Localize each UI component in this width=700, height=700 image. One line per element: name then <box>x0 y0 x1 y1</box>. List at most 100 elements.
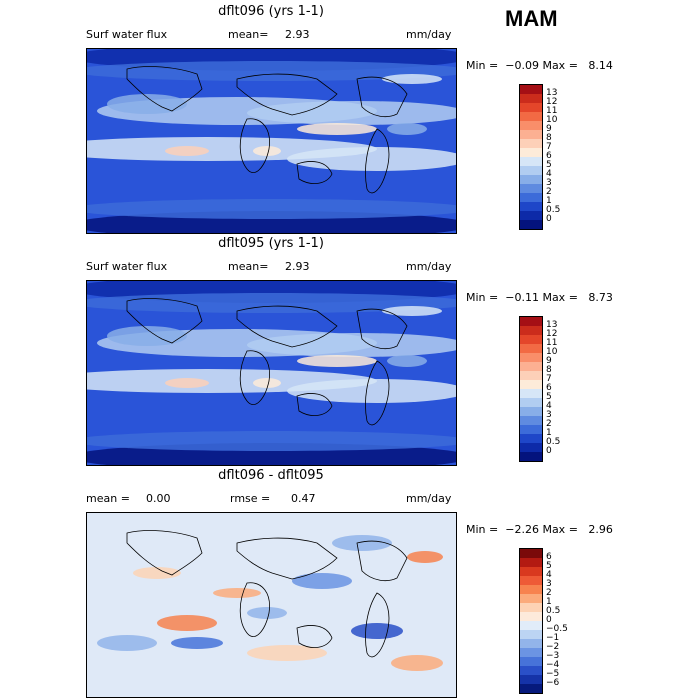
colorbar-segment <box>520 407 542 416</box>
colorbar-tick-label: 9 <box>546 124 552 134</box>
panel-title: dflt096 (yrs 1-1) <box>218 4 324 19</box>
colorbar-tick-label: 1 <box>546 196 552 206</box>
field-contour <box>87 293 456 313</box>
colorbar-tick-label: 13 <box>546 88 558 98</box>
coastline <box>239 350 270 406</box>
field-contour <box>382 74 442 84</box>
colorbar-tick-label: 6 <box>546 151 552 161</box>
colorbar-segment <box>520 416 542 425</box>
coastline <box>239 582 270 638</box>
season-label: MAM <box>505 6 558 31</box>
colorbar-tick-label: 8 <box>546 365 552 375</box>
panel-title: dflt095 (yrs 1-1) <box>218 236 324 251</box>
colorbar-segment <box>520 344 542 353</box>
colorbar-segment <box>520 317 542 326</box>
field-contour <box>253 378 281 388</box>
colorbar-tick-label: 1 <box>546 428 552 438</box>
field-contour <box>391 655 443 671</box>
units-label: mm/day <box>406 492 452 505</box>
colorbar-tick-label: 0.5 <box>546 205 561 215</box>
colorbar-segment <box>520 175 542 184</box>
colorbar-tick-label: −0.5 <box>546 624 568 634</box>
panel-title: dflt096 - dflt095 <box>218 468 324 483</box>
min-max-readout: Min = −2.26 Max = 2.96 <box>466 523 613 536</box>
colorbar-segment <box>520 220 542 229</box>
mean-label: mean= <box>228 28 269 41</box>
colorbar-tick-label: 6 <box>546 552 552 562</box>
field-contour <box>247 101 456 125</box>
coastline <box>126 66 203 112</box>
colorbar-segment <box>520 621 542 630</box>
map-plot <box>86 280 457 466</box>
colorbar-tick-label: 0 <box>546 446 552 456</box>
field-contour <box>87 199 456 219</box>
colorbar <box>519 548 543 694</box>
colorbar-segment <box>520 425 542 434</box>
field-contour <box>133 567 181 579</box>
coastline <box>356 76 408 118</box>
colorbar-segment <box>520 202 542 211</box>
field-contour <box>407 551 443 563</box>
colorbar-tick-label: −4 <box>546 660 560 670</box>
map-plot <box>86 512 457 698</box>
field-contour <box>332 535 392 551</box>
rmse-label: rmse = <box>230 492 271 505</box>
field-contour <box>253 146 281 156</box>
field-contour <box>387 123 427 135</box>
colorbar-tick-label: 0.5 <box>546 606 561 616</box>
field-contour <box>87 61 456 81</box>
mean-label: mean= <box>228 260 269 273</box>
colorbar-segment <box>520 353 542 362</box>
colorbar-tick-label: 11 <box>546 106 558 116</box>
min-value: −0.11 <box>505 291 539 304</box>
field-contour <box>287 147 456 171</box>
colorbar-segment <box>520 612 542 621</box>
field-contour <box>87 431 456 451</box>
colorbar-tick-label: 4 <box>546 570 552 580</box>
colorbar-tick-label: 2 <box>546 187 552 197</box>
colorbar-tick-label: 5 <box>546 160 552 170</box>
field-contour <box>351 623 403 639</box>
colorbar-segment <box>520 112 542 121</box>
colorbar-segment <box>520 94 542 103</box>
colorbar-tick-label: 5 <box>546 561 552 571</box>
colorbar-segment <box>520 585 542 594</box>
max-value: 8.73 <box>588 291 613 304</box>
colorbar-tick-label: 4 <box>546 169 552 179</box>
units-label: mm/day <box>406 28 452 41</box>
mean-value: 2.93 <box>285 260 310 273</box>
colorbar-tick-label: 13 <box>546 320 558 330</box>
field-contour <box>97 635 157 651</box>
colorbar-tick-label: 2 <box>546 419 552 429</box>
colorbar-segment <box>520 675 542 684</box>
colorbar-segment <box>520 452 542 461</box>
colorbar-tick-label: 3 <box>546 410 552 420</box>
field-contour <box>213 588 261 598</box>
map-background <box>87 513 456 697</box>
min-label: Min = <box>466 291 499 304</box>
field-contour <box>171 637 223 649</box>
field-contour <box>247 607 287 619</box>
min-value: −2.26 <box>505 523 539 536</box>
mean-value: 0.00 <box>146 492 171 505</box>
colorbar-segment <box>520 398 542 407</box>
min-label: Min = <box>466 523 499 536</box>
field-contour <box>247 333 456 357</box>
colorbar-tick-label: 5 <box>546 392 552 402</box>
colorbar-segment <box>520 166 542 175</box>
colorbar-segment <box>520 684 542 693</box>
colorbar <box>519 84 543 230</box>
colorbar-tick-label: 12 <box>546 329 558 339</box>
colorbar-segment <box>520 193 542 202</box>
coastline <box>356 308 408 350</box>
coastline <box>126 530 203 576</box>
coastline <box>365 128 390 194</box>
map-panel: dflt096 - dflt095 mean = 0.00 rmse = 0.4… <box>0 468 700 700</box>
colorbar-tick-label: 10 <box>546 115 558 125</box>
min-value: −0.09 <box>505 59 539 72</box>
colorbar-tick-label: 4 <box>546 401 552 411</box>
colorbar-tick-label: −1 <box>546 633 560 643</box>
colorbar-segment <box>520 335 542 344</box>
colorbar-tick-label: 2 <box>546 588 552 598</box>
colorbar-segment <box>520 103 542 112</box>
